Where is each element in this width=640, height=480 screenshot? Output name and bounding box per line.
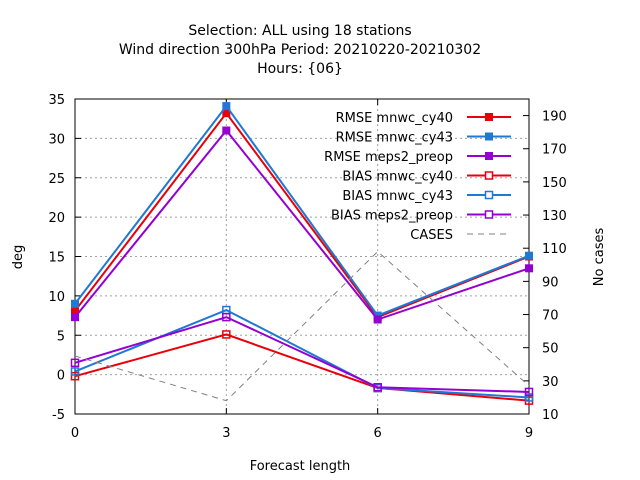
data-point-marker — [373, 382, 382, 392]
legend-swatch-marker — [485, 152, 493, 160]
data-point-marker — [70, 371, 80, 381]
legend-label: BIAS mnwc_cy40 — [342, 170, 453, 185]
legend-swatch-marker — [485, 132, 493, 141]
title-line-3: Hours: {06} — [257, 61, 343, 77]
data-point-marker — [71, 313, 79, 322]
y-axis-label: deg — [11, 245, 26, 270]
series-line — [74, 104, 530, 317]
data-point-marker — [222, 312, 231, 322]
data-point-marker — [373, 315, 382, 324]
legend-label: RMSE meps2_preop — [324, 150, 453, 165]
data-point-marker — [222, 330, 231, 339]
y-tick-label: 30 — [48, 132, 65, 147]
legend-swatch-marker — [484, 171, 494, 180]
series-lines — [70, 102, 534, 405]
data-point-marker — [70, 358, 80, 368]
y-tick-label: 0 — [57, 369, 65, 384]
y2-tick-label: 70 — [542, 309, 559, 324]
series-line — [74, 333, 530, 402]
y2-tick-label: 110 — [542, 242, 567, 257]
y-tick-label: -5 — [52, 408, 65, 423]
title-line-1: Selection: ALL using 18 stations — [188, 23, 411, 39]
data-point-marker — [222, 126, 231, 135]
grid-lines — [75, 99, 529, 414]
series-2 — [71, 126, 533, 324]
y2-axis-label: No cases — [592, 228, 607, 287]
series-line — [74, 250, 530, 402]
legend-label: RMSE mnwc_cy40 — [336, 111, 453, 126]
y-tick-label: 35 — [48, 93, 65, 108]
y2-tick-label: 30 — [542, 375, 559, 390]
y2-tick-label: 90 — [542, 275, 559, 290]
data-point-marker — [70, 367, 80, 376]
y-tick-label: 5 — [57, 329, 65, 344]
data-point-marker — [525, 264, 533, 273]
y-tick-label: 25 — [48, 172, 65, 187]
legend: RMSE mnwc_cy40 RMSE mnwc_cy43 RMSE meps2_p… — [324, 111, 511, 243]
y2-tick-label: 130 — [542, 209, 567, 224]
x-tick-label: 0 — [71, 426, 79, 441]
x-tick-label: 9 — [525, 426, 533, 441]
legend-label: BIAS meps2_preop — [331, 209, 453, 224]
legend-label: RMSE mnwc_cy43 — [336, 131, 453, 146]
series-6 — [74, 250, 530, 402]
x-tick-label: 6 — [374, 426, 382, 441]
y2-tick-label: 150 — [542, 176, 567, 191]
legend-label: BIAS mnwc_cy43 — [342, 189, 453, 204]
y2-tick-label: 170 — [542, 143, 567, 158]
title-line-2: Wind direction 300hPa Period: 20210220-2… — [119, 42, 481, 58]
data-point-marker — [524, 387, 534, 397]
data-point-marker — [71, 299, 79, 308]
legend-swatch-marker — [485, 113, 493, 121]
legend-swatch-marker — [484, 190, 494, 200]
y-tick-label: 15 — [48, 251, 65, 266]
series-line — [74, 111, 530, 319]
x-axis-label: Forecast length — [250, 459, 351, 474]
y2-tick-label: 50 — [542, 342, 559, 357]
y2-tick-label: 10 — [542, 408, 559, 423]
y-tick-label: 10 — [48, 290, 65, 305]
data-point-marker — [525, 251, 533, 260]
y2-tick-label: 190 — [542, 110, 567, 125]
x-tick-label: 3 — [222, 426, 230, 441]
chart-title: Selection: ALL using 18 stations Wind di… — [119, 23, 481, 77]
series-line — [74, 316, 530, 393]
y-tick-label: 20 — [48, 211, 65, 226]
series-5 — [70, 312, 534, 397]
legend-swatch-marker — [484, 210, 494, 219]
series-line — [74, 128, 530, 321]
legend-label: CASES — [410, 228, 453, 243]
data-point-marker — [222, 102, 231, 111]
data-point-marker — [524, 393, 534, 402]
